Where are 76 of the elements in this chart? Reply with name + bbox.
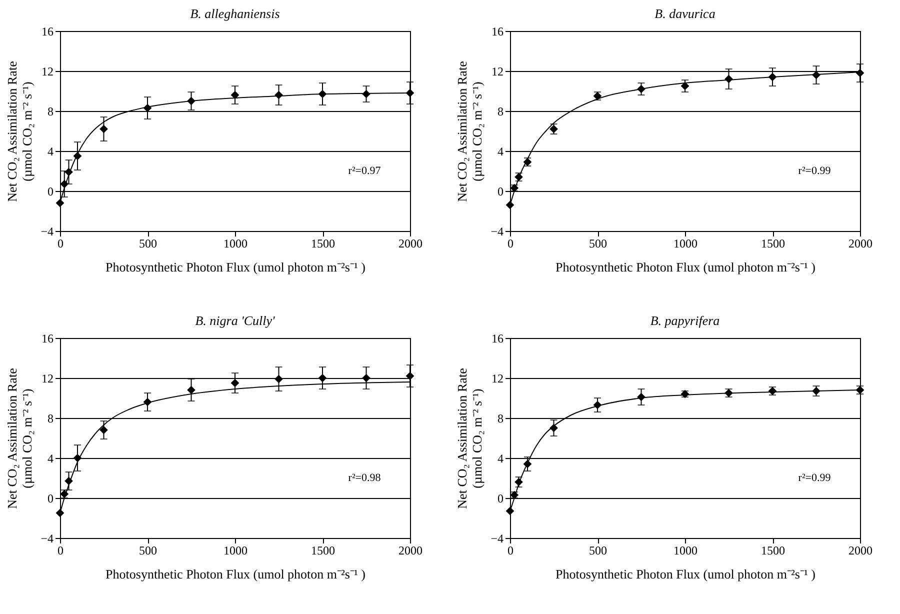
point (100, 426, 108, 434)
y-tick-label: 8 (48, 104, 54, 118)
y-axis-title: Net CO₂ Assimilation Rate (µmol CO₂ m⁻² s⁻¹) (4, 60, 35, 202)
y-tick-label: 8 (498, 412, 504, 426)
x-tick-label: 1500 (311, 544, 335, 558)
y-tick-label: −4 (40, 532, 54, 546)
point (406, 372, 414, 380)
y-tick-label: 16 (42, 332, 54, 346)
point (362, 374, 370, 382)
chart-title: B. nigra 'Cully' (195, 313, 276, 328)
y-tick-label: 4 (48, 452, 54, 466)
x-tick-label: 0 (58, 236, 64, 250)
y-tick-label: −4 (490, 224, 504, 238)
x-axis-title: Photosynthetic Photon Flux (umol photon m⁻²s⁻¹ ) (106, 566, 366, 582)
x-tick-label: 2000 (398, 544, 422, 558)
x-axis-title: Photosynthetic Photon Flux (umol photon m⁻²s⁻¹ ) (556, 566, 816, 582)
point (274, 374, 283, 384)
y-axis-title: Net CO₂ Assimilation Rate (µmol CO₂ m⁻² s⁻¹) (454, 60, 485, 202)
point (56, 508, 64, 518)
x-tick-label: 0 (508, 236, 514, 250)
point (406, 88, 414, 98)
x-axis-title: Photosynthetic Photon Flux (umol photon m⁻²s⁻¹ ) (556, 260, 816, 274)
y-tick-label: 4 (498, 452, 504, 466)
point (56, 198, 64, 208)
y-tick-label: 8 (498, 104, 504, 118)
annotation: r²=0.97 (348, 165, 382, 177)
y-tick-label: −4 (490, 532, 504, 546)
y-tick-label: 16 (492, 332, 504, 346)
y-tick-label: 12 (42, 372, 54, 386)
point (856, 68, 864, 78)
annotation: r²=0.99 (798, 472, 832, 484)
y-tick-label: 8 (48, 412, 54, 426)
x-tick-label: 500 (139, 544, 157, 558)
x-tick-label: 1000 (674, 236, 698, 250)
y-tick-label: 4 (498, 144, 504, 158)
x-tick-label: 1000 (674, 544, 698, 558)
point (230, 90, 240, 100)
y-tick-label: 12 (492, 64, 504, 78)
y-axis-title: Net CO₂ Assimilation Rate (µmol CO₂ m⁻² s⁻¹) (4, 368, 35, 509)
y-tick-label: 0 (498, 492, 504, 506)
point (506, 200, 514, 210)
y-tick-label: 0 (498, 184, 504, 198)
x-tick-label: 1500 (761, 544, 785, 558)
point (680, 82, 690, 90)
y-tick-label: 0 (48, 492, 54, 506)
chart-title: B. davurica (654, 6, 716, 21)
chart-title: B. papyrifera (650, 313, 720, 328)
y-tick-label: −4 (40, 224, 54, 238)
x-axis-title: Photosynthetic Photon Flux (umol photon m⁻²s⁻¹ ) (106, 260, 366, 274)
y-axis-title: Net CO₂ Assimilation Rate (µmol CO₂ m⁻² s⁻¹) (454, 368, 485, 509)
x-tick-label: 500 (139, 236, 157, 250)
y-tick-label: 12 (492, 372, 504, 386)
y-tick-label: 16 (492, 24, 504, 38)
point (187, 386, 196, 394)
y-tick-label: 12 (42, 64, 54, 78)
x-tick-label: 1500 (761, 236, 785, 250)
x-tick-label: 2000 (848, 236, 872, 250)
x-tick-label: 2000 (398, 236, 422, 250)
chart-title: B. alleghaniensis (190, 6, 280, 21)
point (100, 124, 108, 134)
point (506, 506, 514, 516)
point (230, 378, 240, 388)
x-tick-label: 1000 (224, 236, 248, 250)
x-tick-label: 500 (589, 236, 607, 250)
x-tick-label: 2000 (848, 544, 872, 558)
y-tick-label: 16 (42, 24, 54, 38)
x-tick-label: 0 (508, 544, 514, 558)
annotation: r²=0.99 (798, 165, 832, 177)
x-tick-label: 500 (589, 544, 607, 558)
x-tick-label: 0 (58, 544, 64, 558)
y-tick-label: 4 (48, 144, 54, 158)
point (318, 374, 327, 382)
x-tick-label: 1500 (311, 236, 335, 250)
y-tick-label: 0 (48, 184, 54, 198)
x-tick-label: 1000 (224, 544, 248, 558)
annotation: r²=0.98 (348, 472, 382, 484)
